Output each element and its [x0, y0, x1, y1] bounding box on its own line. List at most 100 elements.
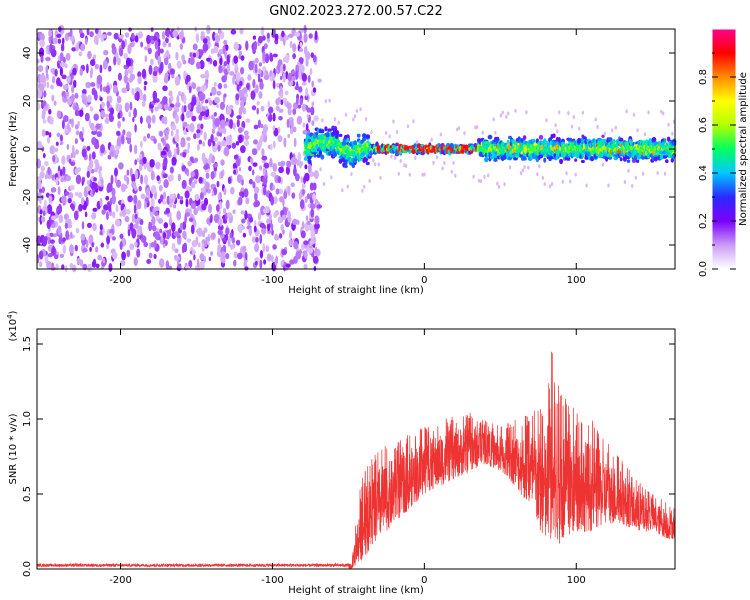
heatmap-cell: [94, 159, 99, 165]
heatmap-cell: [57, 38, 62, 44]
heatmap-cell: [631, 158, 637, 163]
heatmap-cell: [432, 160, 435, 165]
heatmap-cell: [287, 133, 291, 139]
heatmap-cell: [224, 146, 230, 157]
heatmap-cell: [283, 137, 287, 148]
heatmap-cell: [59, 52, 64, 62]
heatmap-cell: [177, 91, 182, 97]
heatmap-cell: [152, 36, 157, 41]
heatmap-cell: [158, 67, 163, 74]
heatmap-cell: [93, 113, 99, 121]
heatmap-cell: [70, 161, 76, 166]
heatmap-cell: [168, 228, 172, 237]
heatmap-cell: [217, 28, 222, 35]
heatmap-cell: [223, 187, 227, 196]
heatmap-cell: [260, 105, 265, 112]
heatmap-cell: [115, 179, 122, 188]
heatmap-cell: [154, 106, 159, 112]
heatmap-cell: [171, 222, 176, 233]
heatmap-cell: [46, 260, 52, 270]
heatmap-cell: [150, 27, 154, 32]
heatmap-cell: [59, 253, 65, 258]
heatmap-cell: [46, 204, 53, 215]
heatmap-cell: [65, 230, 70, 241]
heatmap-cell: [306, 220, 311, 226]
heatmap-cell: [49, 239, 56, 244]
heatmap-cell: [651, 136, 657, 143]
heatmap-cell: [49, 145, 56, 155]
heatmap-cell: [68, 119, 73, 124]
heatmap-cell: [287, 186, 291, 196]
heatmap-cell: [240, 99, 245, 109]
heatmap-cell: [48, 29, 53, 38]
heatmap-cell: [123, 52, 128, 60]
heatmap-cell: [272, 53, 278, 58]
heatmap-cell: [182, 151, 187, 158]
heatmap-cell: [52, 37, 59, 45]
heatmap-cell: [141, 68, 147, 79]
heatmap-cell: [138, 164, 143, 171]
heatmap-cell: [254, 191, 258, 202]
heatmap-cell: [56, 33, 62, 38]
heatmap-cell: [150, 242, 155, 248]
heatmap-cell: [170, 95, 174, 102]
heatmap-y-axis-label: Frequency (Hz): [8, 111, 19, 187]
heatmap-cell: [171, 74, 175, 79]
heatmap-cell: [238, 196, 243, 206]
heatmap-cell: [278, 108, 284, 113]
heatmap-cell: [174, 133, 180, 143]
heatmap-cell: [320, 129, 325, 134]
heatmap-cell: [443, 161, 446, 165]
heatmap-cell: [124, 102, 130, 113]
heatmap-cell: [632, 112, 636, 117]
heatmap-cell: [117, 120, 121, 129]
heatmap-cell: [167, 106, 173, 111]
heatmap-cell: [619, 157, 623, 162]
heatmap-cell: [229, 232, 233, 239]
heatmap-cell: [185, 198, 189, 208]
heatmap-cell: [52, 245, 55, 256]
heatmap-cell: [262, 208, 269, 214]
heatmap-cell: [182, 59, 187, 65]
heatmap-cell: [70, 203, 74, 209]
heatmap-cell: [107, 154, 112, 160]
heatmap-cell: [49, 43, 53, 54]
heatmap-cell: [304, 196, 308, 203]
heatmap-cell: [71, 85, 75, 93]
heatmap-cell: [189, 56, 195, 66]
heatmap-cell: [290, 182, 296, 188]
heatmap-cell: [92, 182, 98, 190]
heatmap-cell: [176, 60, 182, 69]
heatmap-cell: [86, 28, 90, 36]
heatmap-cell: [259, 234, 263, 245]
heatmap-cell: [101, 101, 105, 108]
heatmap-cell: [584, 156, 589, 160]
heatmap-cell: [70, 152, 74, 159]
heatmap-cell: [111, 236, 116, 241]
heatmap-cell: [181, 54, 186, 62]
heatmap-cell: [298, 57, 304, 64]
heatmap-cell: [154, 40, 159, 50]
heatmap-cell: [580, 159, 585, 164]
heatmap-cell: [169, 216, 173, 227]
heatmap-cell: [273, 212, 278, 219]
heatmap-cell: [233, 41, 239, 51]
heatmap-cell: [334, 130, 340, 135]
heatmap-cell: [132, 116, 135, 123]
heatmap-cell: [162, 85, 168, 92]
heatmap-cell: [79, 32, 85, 38]
snr-series-line: [37, 351, 675, 569]
heatmap-cell: [181, 179, 187, 189]
heatmap-cell: [341, 141, 347, 146]
y-tick-label: 1.0: [22, 411, 33, 427]
heatmap-cell: [294, 31, 301, 37]
heatmap-cell: [114, 167, 118, 177]
heatmap-cell: [559, 158, 564, 165]
heatmap-cell: [55, 141, 59, 146]
heatmap-cell: [106, 100, 110, 108]
heatmap-cell: [538, 164, 541, 169]
heatmap-cell: [307, 138, 312, 142]
heatmap-cell: [90, 59, 96, 66]
heatmap-cell: [277, 176, 281, 184]
heatmap-cell: [218, 49, 224, 55]
